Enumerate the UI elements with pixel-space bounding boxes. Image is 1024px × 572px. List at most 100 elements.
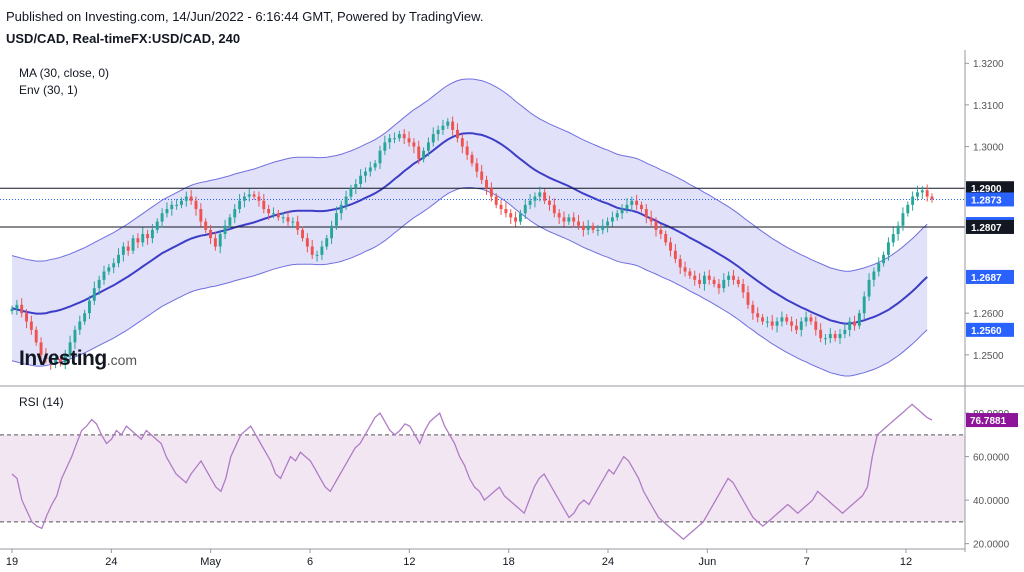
candle-body xyxy=(572,217,576,222)
candle xyxy=(325,234,329,250)
candle xyxy=(485,175,488,195)
candle-body xyxy=(833,334,837,339)
candle-body xyxy=(732,275,735,280)
candle xyxy=(809,314,813,325)
candle-body xyxy=(654,221,658,230)
candle xyxy=(552,198,556,218)
price-tick-label: 1.2600 xyxy=(973,309,1004,320)
candle-body xyxy=(911,196,915,205)
candle xyxy=(102,265,106,285)
candle-body xyxy=(848,321,852,330)
candle xyxy=(804,311,808,327)
candle-body xyxy=(49,359,53,364)
candle-body xyxy=(465,146,469,155)
candle xyxy=(63,349,67,370)
candle xyxy=(707,269,711,285)
candle-body xyxy=(252,194,256,197)
candle xyxy=(296,215,300,235)
candle-body xyxy=(698,279,702,285)
candle-body xyxy=(131,238,135,251)
candle-body xyxy=(610,217,614,222)
candle xyxy=(814,316,818,336)
candle xyxy=(141,227,145,247)
candle-body xyxy=(378,150,382,164)
candle-body xyxy=(10,309,14,312)
candle-body xyxy=(630,200,634,205)
candle xyxy=(25,309,28,329)
candle-body xyxy=(693,275,697,280)
candle-body xyxy=(707,275,711,280)
candle xyxy=(756,307,760,323)
candle-body xyxy=(533,196,537,201)
candle xyxy=(170,200,174,216)
candle-body xyxy=(470,154,474,164)
candle xyxy=(480,164,484,185)
candle-body xyxy=(426,142,430,151)
candle-body xyxy=(601,225,605,230)
candle xyxy=(252,191,256,200)
candle-body xyxy=(446,121,450,126)
ma-indicator-label[interactable]: MA (30, close, 0) xyxy=(19,66,110,80)
time-tick-label: 18 xyxy=(503,556,515,568)
candle xyxy=(146,229,150,245)
candle-body xyxy=(78,321,82,330)
price-label: 1.2873 xyxy=(966,192,1014,207)
candle xyxy=(930,193,934,203)
candle xyxy=(606,217,610,233)
candle-body xyxy=(567,217,571,222)
candle xyxy=(446,118,450,130)
candle-body xyxy=(451,121,455,130)
candle-body xyxy=(150,229,154,239)
candle xyxy=(242,192,246,208)
candle xyxy=(218,229,222,254)
candle xyxy=(165,202,169,218)
candle-body xyxy=(223,225,227,235)
candle-body xyxy=(262,200,266,210)
candle xyxy=(746,285,750,310)
candle xyxy=(770,314,774,330)
candle xyxy=(83,309,87,325)
rsi-tick-label: 20.0000 xyxy=(973,540,1010,551)
candle-body xyxy=(930,196,934,200)
price-label-text: 1.2687 xyxy=(971,273,1002,284)
rsi-indicator-label[interactable]: RSI (14) xyxy=(19,395,64,409)
candle-body xyxy=(325,238,329,247)
price-label-box xyxy=(966,269,1014,284)
candle-body xyxy=(272,213,275,215)
candle xyxy=(538,186,542,202)
candle-body xyxy=(625,204,629,210)
candle xyxy=(489,182,493,202)
candle-body xyxy=(824,338,827,340)
env-indicator-label[interactable]: Env (30, 1) xyxy=(19,83,78,97)
candle-body xyxy=(620,209,624,214)
candle xyxy=(373,159,377,171)
candle-body xyxy=(368,167,372,172)
candle-body xyxy=(562,217,566,222)
candle xyxy=(320,240,324,260)
candle xyxy=(620,204,624,220)
candle-body xyxy=(596,229,600,231)
candle xyxy=(548,195,551,211)
candle-body xyxy=(213,238,217,247)
candle-body xyxy=(649,217,653,222)
candle xyxy=(906,201,910,217)
candle xyxy=(10,305,14,315)
candle xyxy=(596,224,600,236)
candle xyxy=(213,231,217,251)
candle-body xyxy=(673,250,677,260)
rsi-line xyxy=(11,403,933,541)
time-tick-label: 24 xyxy=(602,556,614,568)
candle xyxy=(911,191,915,211)
candle-body xyxy=(678,259,682,268)
candle xyxy=(581,221,585,237)
candle xyxy=(838,329,842,345)
candle-body xyxy=(349,188,353,197)
candle-body xyxy=(872,271,876,280)
candle xyxy=(882,251,886,267)
candle xyxy=(765,316,769,328)
candle-body xyxy=(267,209,271,214)
candle xyxy=(417,140,421,165)
candle xyxy=(867,273,871,301)
candle-body xyxy=(552,204,556,214)
